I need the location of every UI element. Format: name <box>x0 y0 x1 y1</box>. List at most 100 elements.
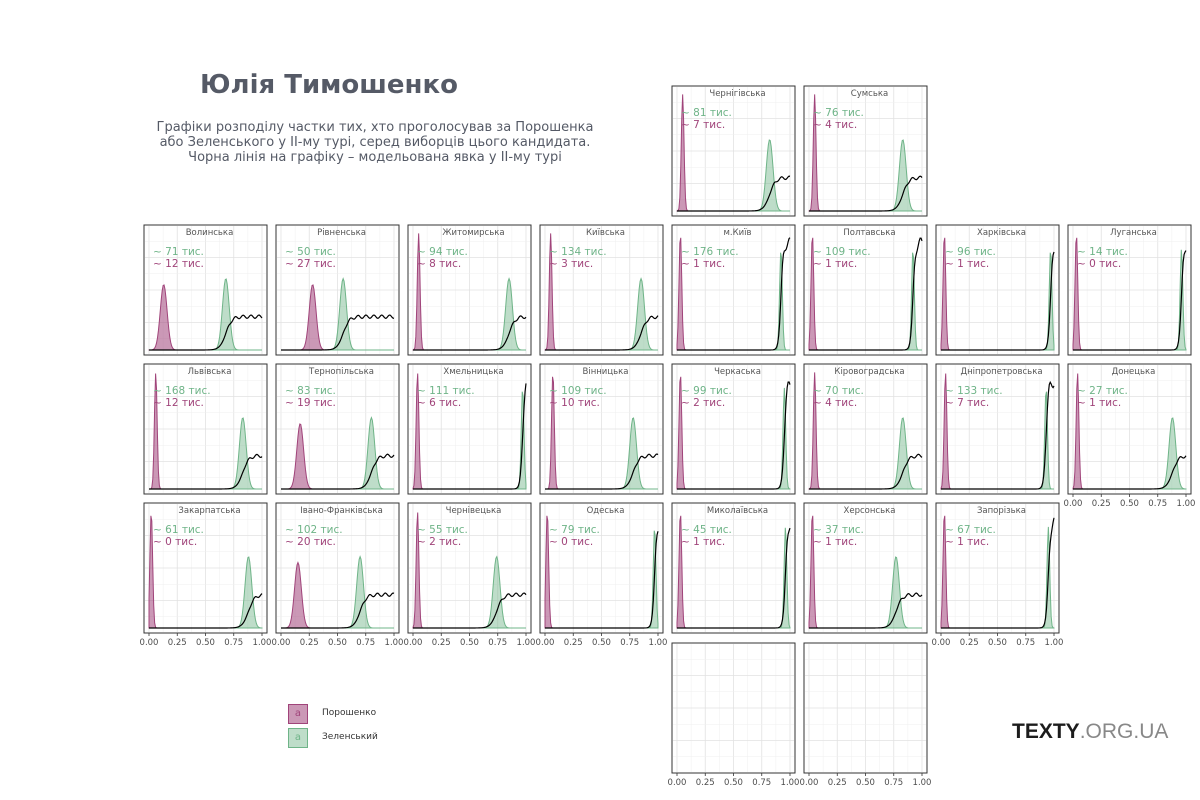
count-zelensky: ~ 27 тис. <box>1077 385 1128 397</box>
panel-title: Львівська <box>188 367 232 377</box>
legend-label-zelensky: Зеленський <box>322 732 378 742</box>
legend-key-poroshenko: a <box>288 704 308 724</box>
facet-panel-дніпропетровська: Дніпропетровська ~ 133 тис.~ 7 тис. <box>935 363 1060 495</box>
count-poroshenko: ~ 8 тис. <box>417 258 461 270</box>
legend: a Порошенко a Зеленський <box>286 703 426 751</box>
x-tick-label: 0.50 <box>328 638 347 648</box>
panel-plot-area: Дніпропетровська ~ 133 тис.~ 7 тис. <box>940 367 1055 490</box>
count-poroshenko: ~ 1 тис. <box>681 258 725 270</box>
panel-plot-area: Івано-Франківська ~ 102 тис.~ 20 тис. <box>281 506 395 629</box>
turnout-line <box>941 251 1055 351</box>
panel-title: Миколаївська <box>707 506 768 516</box>
panel-title: Черкаська <box>714 367 761 377</box>
facet-panel-кіровоградська: Кіровоградська ~ 70 тис.~ 4 тис. <box>803 363 928 495</box>
turnout-line <box>1073 250 1187 351</box>
facet-panel-черкаська: Черкаська ~ 99 тис.~ 2 тис. <box>671 363 796 495</box>
panel-title: Запорізька <box>977 506 1026 516</box>
x-tick-label: 0.50 <box>196 638 215 648</box>
x-tick-label: 1.00 <box>649 638 668 648</box>
facet-panel-херсонська: Херсонська ~ 37 тис.~ 1 тис. <box>803 502 928 634</box>
turnout-line <box>545 453 659 490</box>
count-poroshenko: ~ 7 тис. <box>681 119 725 131</box>
x-tick-label: 0.25 <box>696 778 715 788</box>
turnout-line <box>281 314 395 351</box>
panel-title: Херсонська <box>844 506 896 516</box>
count-poroshenko: ~ 1 тис. <box>813 258 857 270</box>
turnout-line <box>149 593 263 629</box>
x-tick-label: 0.75 <box>356 638 375 648</box>
count-zelensky: ~ 81 тис. <box>681 107 732 119</box>
x-tick-label: 0.00 <box>536 638 555 648</box>
panel-title: Харківська <box>977 228 1026 238</box>
turnout-line <box>149 453 263 490</box>
count-poroshenko: ~ 7 тис. <box>945 397 989 409</box>
panel-plot-area: Миколаївська ~ 45 тис.~ 1 тис. <box>676 506 791 629</box>
turnout-line <box>809 237 923 351</box>
brand-logo-domain: .ORG.UA <box>1079 720 1169 743</box>
x-tick-label: 0.25 <box>564 638 583 648</box>
panel-plot-area: Хмельницька ~ 111 тис.~ 6 тис. <box>412 367 527 490</box>
count-poroshenko: ~ 0 тис. <box>1077 258 1121 270</box>
x-tick-label: 0.00 <box>272 638 291 648</box>
turnout-line <box>809 175 923 212</box>
count-zelensky: ~ 45 тис. <box>681 524 732 536</box>
x-tick-label: 0.50 <box>592 638 611 648</box>
count-zelensky: ~ 96 тис. <box>945 246 996 258</box>
turnout-line <box>809 592 923 629</box>
panel-plot-area: Львівська ~ 168 тис.~ 12 тис. <box>148 367 263 490</box>
panel-title: Хмельницька <box>443 367 503 377</box>
count-poroshenko: ~ 10 тис. <box>549 397 600 409</box>
count-zelensky: ~ 109 тис. <box>549 385 607 397</box>
x-tick-label: 0.00 <box>932 638 951 648</box>
x-tick-label: 0.75 <box>224 638 243 648</box>
facet-panel-закарпатська: 0.00 0.25 0.50 0.75 1.00 Закарпатська ~ 61 тис… <box>140 502 272 648</box>
x-tick-label: 0.25 <box>432 638 451 648</box>
x-tick-label: 0.75 <box>1016 638 1035 648</box>
panel-title: Київська <box>586 228 625 238</box>
count-zelensky: ~ 79 тис. <box>549 524 600 536</box>
panel-title: Житомирська <box>442 228 504 238</box>
count-poroshenko: ~ 4 тис. <box>813 397 857 409</box>
turnout-line <box>1073 455 1187 490</box>
facet-panel-житомирська: Житомирська ~ 94 тис.~ 8 тис. <box>407 224 532 356</box>
count-zelensky: ~ 111 тис. <box>417 385 475 397</box>
legend-item-poroshenko: a Порошенко <box>286 703 426 727</box>
count-poroshenko: ~ 3 тис. <box>549 258 593 270</box>
panel-title: Одеська <box>587 506 625 516</box>
panel-title: Волинська <box>186 228 234 238</box>
x-tick-label: 1.00 <box>253 638 272 648</box>
panel-plot-area: Рівненська ~ 50 тис.~ 27 тис. <box>281 228 395 351</box>
facet-panel-івано-франківська: 0.00 0.25 0.50 0.75 1.00 Івано-Франківська ~ 1… <box>272 502 403 648</box>
facet-panel-миколаївська: Миколаївська ~ 45 тис.~ 1 тис. <box>671 502 796 634</box>
panel-title: м.Київ <box>723 228 751 238</box>
count-poroshenko: ~ 0 тис. <box>549 536 593 548</box>
panel-plot-area: Черкаська ~ 99 тис.~ 2 тис. <box>676 367 791 490</box>
count-poroshenko: ~ 12 тис. <box>153 397 204 409</box>
turnout-line <box>281 592 395 629</box>
facet-panel-львівська: Львівська ~ 168 тис.~ 12 тис. <box>143 363 268 495</box>
x-tick-label: 0.00 <box>800 778 819 788</box>
brand-logo-main: TEXTY <box>1012 720 1080 743</box>
x-tick-label: 0.00 <box>1064 499 1083 509</box>
turnout-line <box>545 531 659 629</box>
facet-panel-одеська: 0.00 0.25 0.50 0.75 1.00 Одеська ~ 79 тис.~ 0 … <box>536 502 668 648</box>
x-tick-label: 1.00 <box>1045 638 1064 648</box>
panel-plot-area: Закарпатська ~ 61 тис.~ 0 тис. <box>148 506 263 629</box>
facet-panel-сумська: Сумська ~ 76 тис.~ 4 тис. <box>803 85 928 217</box>
count-poroshenko: ~ 20 тис. <box>285 536 336 548</box>
facet-panel-empty-25: 0.00 0.25 0.50 0.75 1.00 <box>668 642 800 788</box>
facet-panel-луганська: Луганська ~ 14 тис.~ 0 тис. <box>1067 224 1192 356</box>
turnout-line <box>941 380 1055 490</box>
x-tick-label: 0.75 <box>488 638 507 648</box>
panel-plot-area: Волинська ~ 71 тис.~ 12 тис. <box>148 228 263 351</box>
facet-panel-вінницька: Вінницька ~ 109 тис.~ 10 тис. <box>539 363 664 495</box>
turnout-line <box>413 383 527 490</box>
count-poroshenko: ~ 1 тис. <box>813 536 857 548</box>
panel-plot-area: Запорізька ~ 67 тис.~ 1 тис. <box>940 506 1055 629</box>
count-poroshenko: ~ 4 тис. <box>813 119 857 131</box>
count-zelensky: ~ 94 тис. <box>417 246 468 258</box>
turnout-line <box>677 237 791 351</box>
count-poroshenko: ~ 27 тис. <box>285 258 336 270</box>
x-tick-label: 1.00 <box>781 778 800 788</box>
